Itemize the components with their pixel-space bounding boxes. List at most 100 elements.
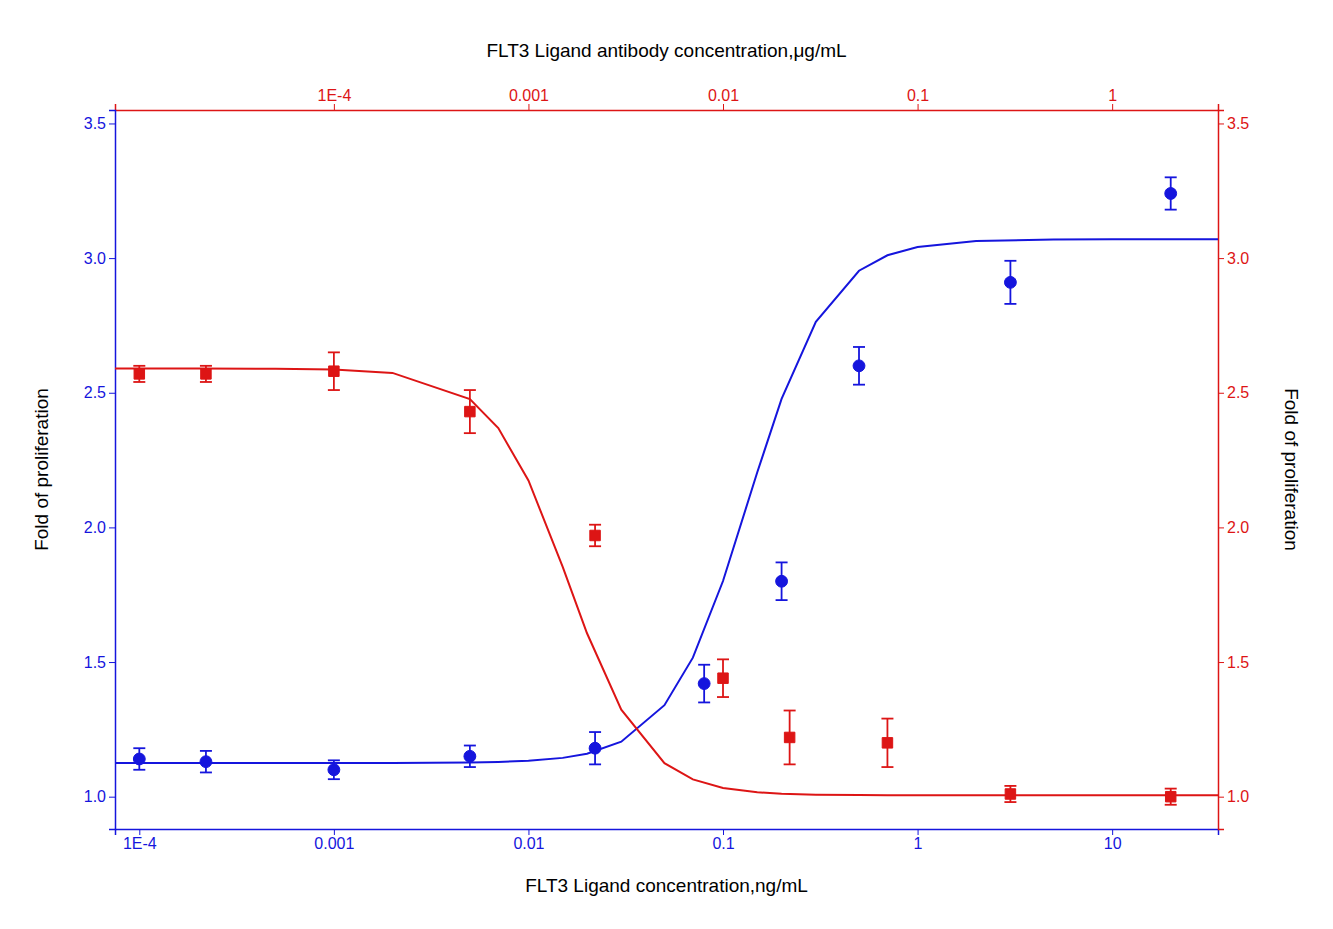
x-axis-tick-mark — [723, 829, 724, 835]
point — [853, 360, 865, 372]
error-bar-cap — [200, 772, 212, 774]
x2-axis-tick: 0.001 — [509, 87, 549, 110]
x-axis-tick-label: 1 — [914, 835, 923, 852]
y-axis-title: Fold of proliferation — [31, 388, 52, 551]
point — [589, 742, 601, 754]
error-bar-cap — [1165, 788, 1177, 790]
y2-axis-tick-mark — [1218, 527, 1224, 528]
error-bar — [1165, 789, 1177, 805]
y2-axis-tick-label: 3.5 — [1227, 115, 1249, 132]
point — [1004, 276, 1016, 288]
y2-axis-tick-label: 2.0 — [1227, 519, 1249, 536]
point — [882, 738, 892, 748]
y2-axis-tick-label: 1.0 — [1227, 788, 1249, 805]
point — [698, 678, 710, 690]
y-axis-tick-mark — [109, 393, 115, 394]
plot: 1E-40.0010.010.11101E-40.0010.010.111.01… — [31, 40, 1302, 896]
y2-axis-title: Fold of proliferation — [1281, 388, 1302, 551]
error-bar-cap — [717, 696, 729, 698]
point — [201, 369, 211, 379]
point — [329, 366, 339, 376]
x2-axis-tick-mark — [918, 104, 919, 110]
x-axis-tick-mark — [918, 829, 919, 835]
error-bar-cap — [776, 599, 788, 601]
x-axis-tick: 1E-4 — [123, 829, 157, 852]
axis-titles: FLT3 Ligand concentration,ng/mLFLT3 Liga… — [31, 40, 1302, 896]
error-bar-cap — [328, 351, 340, 353]
error-bar — [589, 525, 601, 547]
error-bar-cap — [1004, 260, 1016, 262]
y2-axis-tick: 1.0 — [1218, 788, 1249, 805]
error-bar-cap — [1004, 785, 1016, 787]
x2-axis-tick: 0.01 — [708, 87, 739, 110]
x-axis-tick-label: 0.1 — [712, 835, 734, 852]
error-bar-cap — [853, 346, 865, 348]
x2-axis-tick-label: 0.1 — [907, 87, 929, 104]
x-axis-tick: 0.1 — [712, 829, 734, 852]
error-bar — [328, 352, 340, 390]
error-bar-cap — [784, 763, 796, 765]
error-bar — [1004, 261, 1016, 304]
x2-axis-tick: 0.1 — [907, 87, 929, 110]
y2-axis: 1.01.52.02.53.03.5 — [1218, 111, 1249, 830]
error-bar — [200, 751, 212, 773]
y-axis-tick: 2.5 — [84, 384, 115, 401]
y-axis-tick-mark — [109, 123, 115, 124]
x2-axis: 1E-40.0010.010.11 — [116, 87, 1219, 111]
x-axis-tick-label: 1E-4 — [123, 835, 157, 852]
point — [465, 406, 475, 416]
x-axis-tick: 1 — [914, 829, 923, 852]
x2-axis-tick-mark — [723, 104, 724, 110]
error-bar-cap — [200, 365, 212, 367]
y2-axis-tick: 2.5 — [1218, 384, 1249, 401]
x-axis-tick-mark — [528, 829, 529, 835]
y2-axis-tick: 1.5 — [1218, 654, 1249, 671]
curve — [115, 239, 1218, 763]
y-axis-tick-label: 1.0 — [84, 788, 106, 805]
point — [590, 530, 600, 540]
point — [328, 764, 340, 776]
y2-axis-tick-mark — [1218, 797, 1224, 798]
x2-axis-tick-label: 0.001 — [509, 87, 549, 104]
error-bar-cap — [1165, 209, 1177, 211]
y-axis-tick: 2.0 — [84, 519, 115, 536]
error-bar-cap — [589, 763, 601, 765]
error-bar-cap — [200, 750, 212, 752]
error-bar-cap — [464, 389, 476, 391]
y-axis-tick-mark — [109, 797, 115, 798]
y2-axis-tick: 2.0 — [1218, 519, 1249, 536]
error-bar-cap — [133, 747, 145, 749]
marks — [115, 177, 1218, 804]
point — [718, 673, 728, 683]
x-axis-tick-label: 10 — [1104, 835, 1122, 852]
error-bar-cap — [853, 384, 865, 386]
point — [1005, 789, 1015, 799]
error-bar-cap — [1004, 303, 1016, 305]
error-bar — [853, 347, 865, 385]
error-bar-cap — [1165, 176, 1177, 178]
x-axis-tick: 0.001 — [314, 829, 354, 852]
series — [115, 369, 1218, 796]
x-axis: 1E-40.0010.010.1110 — [116, 829, 1219, 852]
error-bar — [464, 746, 476, 768]
error-bar-cap — [133, 365, 145, 367]
y-axis: 1.01.52.02.53.03.5 — [84, 111, 116, 830]
series — [133, 177, 1176, 779]
y-axis-tick-mark — [109, 527, 115, 528]
series — [115, 239, 1218, 763]
y-axis-tick-label: 2.5 — [84, 384, 106, 401]
y-axis-tick-mark — [109, 258, 115, 259]
x2-axis-tick-label: 0.01 — [708, 87, 739, 104]
error-bar-cap — [133, 769, 145, 771]
curve — [115, 369, 1218, 796]
error-bar-cap — [200, 381, 212, 383]
x2-axis-line — [116, 104, 1219, 111]
error-bar-cap — [776, 562, 788, 564]
y-axis-tick: 3.5 — [84, 115, 115, 132]
x2-axis-tick-mark — [334, 104, 335, 110]
error-bar — [133, 748, 145, 770]
error-bar — [717, 659, 729, 697]
error-bar — [328, 760, 340, 779]
error-bar — [200, 366, 212, 382]
x-axis-tick: 10 — [1104, 829, 1122, 852]
